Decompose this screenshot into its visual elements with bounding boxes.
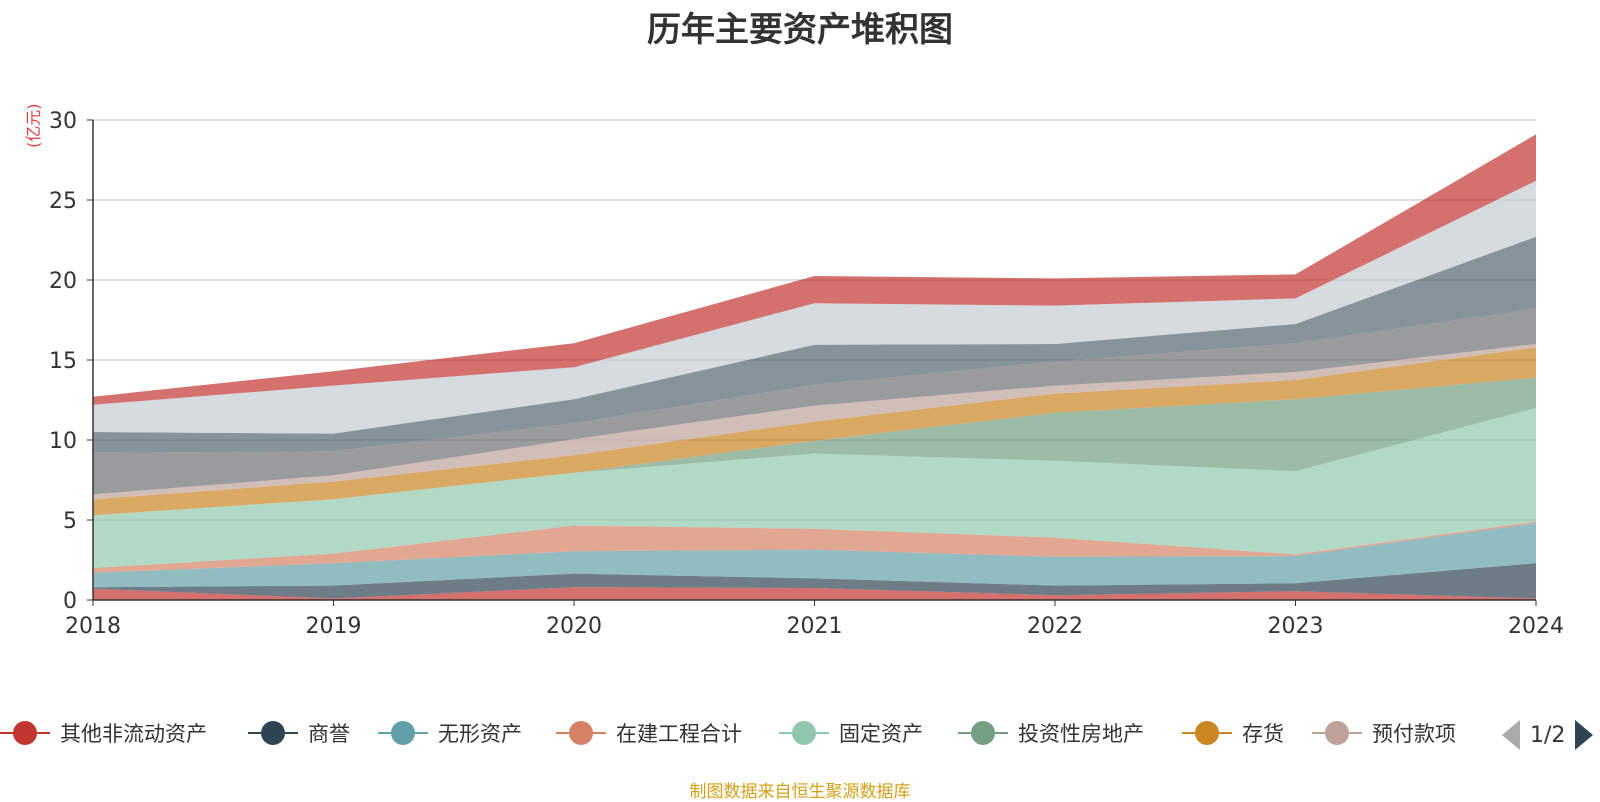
- legend-swatch-icon: [779, 715, 829, 751]
- legend-swatch-icon: [1312, 715, 1362, 751]
- area-series-9: [93, 308, 1536, 495]
- y-tick-label: 5: [63, 509, 77, 534]
- chart-plot-area: 0 5 10 15 20 25 30 2018 2019 2020 2021 2022 2023 2024: [49, 109, 1564, 639]
- area-series-3: [93, 523, 1536, 588]
- area-series-1: [93, 587, 1536, 600]
- x-tick-label: 2018: [65, 614, 121, 639]
- area-series-11: [93, 180, 1536, 434]
- legend-item[interactable]: 预付款项: [1312, 715, 1456, 751]
- x-tick-label: 2023: [1268, 614, 1324, 639]
- stacked-areas: [93, 134, 1536, 600]
- legend-next-page-icon[interactable]: [1575, 720, 1594, 750]
- legend-item[interactable]: 无形资产: [378, 715, 522, 751]
- y-tick-label: 30: [49, 109, 77, 134]
- legend-swatch-icon: [0, 715, 50, 751]
- x-tick-label: 2019: [306, 614, 362, 639]
- legend-label: 固定资产: [839, 722, 923, 746]
- area-series-5: [93, 408, 1536, 568]
- area-series-6: [93, 377, 1536, 516]
- y-tick-label: 10: [49, 429, 77, 454]
- legend: 其他非流动资产 商誉 无形资产 在建工程合计 固定资产 投资性房地产 存货 预付款项: [0, 715, 1600, 755]
- y-tick-label: 25: [49, 189, 77, 214]
- legend-label: 投资性房地产: [1018, 722, 1144, 746]
- legend-label: 在建工程合计: [616, 722, 742, 746]
- legend-label: 其他非流动资产: [60, 722, 207, 746]
- legend-item[interactable]: 固定资产: [779, 715, 923, 751]
- y-tick-label: 15: [49, 349, 77, 374]
- legend-item[interactable]: 其他非流动资产: [0, 715, 207, 751]
- legend-item[interactable]: 在建工程合计: [556, 715, 742, 751]
- x-tick-label: 2022: [1027, 614, 1083, 639]
- legend-label: 预付款项: [1372, 722, 1456, 746]
- legend-swatch-icon: [248, 715, 298, 751]
- legend-label: 存货: [1242, 722, 1284, 746]
- legend-label: 无形资产: [438, 722, 522, 746]
- legend-pager: 1/2: [1502, 717, 1594, 753]
- legend-swatch-icon: [556, 715, 606, 751]
- legend-label: 商誉: [308, 722, 350, 746]
- x-tick-label: 2020: [546, 614, 602, 639]
- x-tick-label: 2021: [787, 614, 843, 639]
- area-series-4: [93, 521, 1536, 573]
- area-series-8: [93, 344, 1536, 500]
- axes: 0 5 10 15 20 25 30 2018 2019 2020 2021 2022 2023 2024: [49, 109, 1564, 639]
- area-series-2: [93, 563, 1536, 599]
- legend-swatch-icon: [1182, 715, 1232, 751]
- legend-swatch-icon: [958, 715, 1008, 751]
- legend-item[interactable]: 商誉: [248, 715, 350, 751]
- x-tick-label: 2024: [1508, 614, 1564, 639]
- y-tick-label: 20: [49, 269, 77, 294]
- legend-prev-page-icon[interactable]: [1502, 720, 1520, 750]
- legend-swatch-icon: [378, 715, 428, 751]
- source-note: 制图数据来自恒生聚源数据库: [689, 782, 911, 802]
- legend-item[interactable]: 存货: [1182, 715, 1284, 751]
- legend-item[interactable]: 投资性房地产: [958, 715, 1144, 751]
- chart-title: 历年主要资产堆积图: [647, 10, 953, 50]
- legend-page-indicator: 1/2: [1530, 722, 1566, 748]
- y-tick-label: 0: [63, 589, 77, 614]
- area-series-7: [93, 347, 1536, 516]
